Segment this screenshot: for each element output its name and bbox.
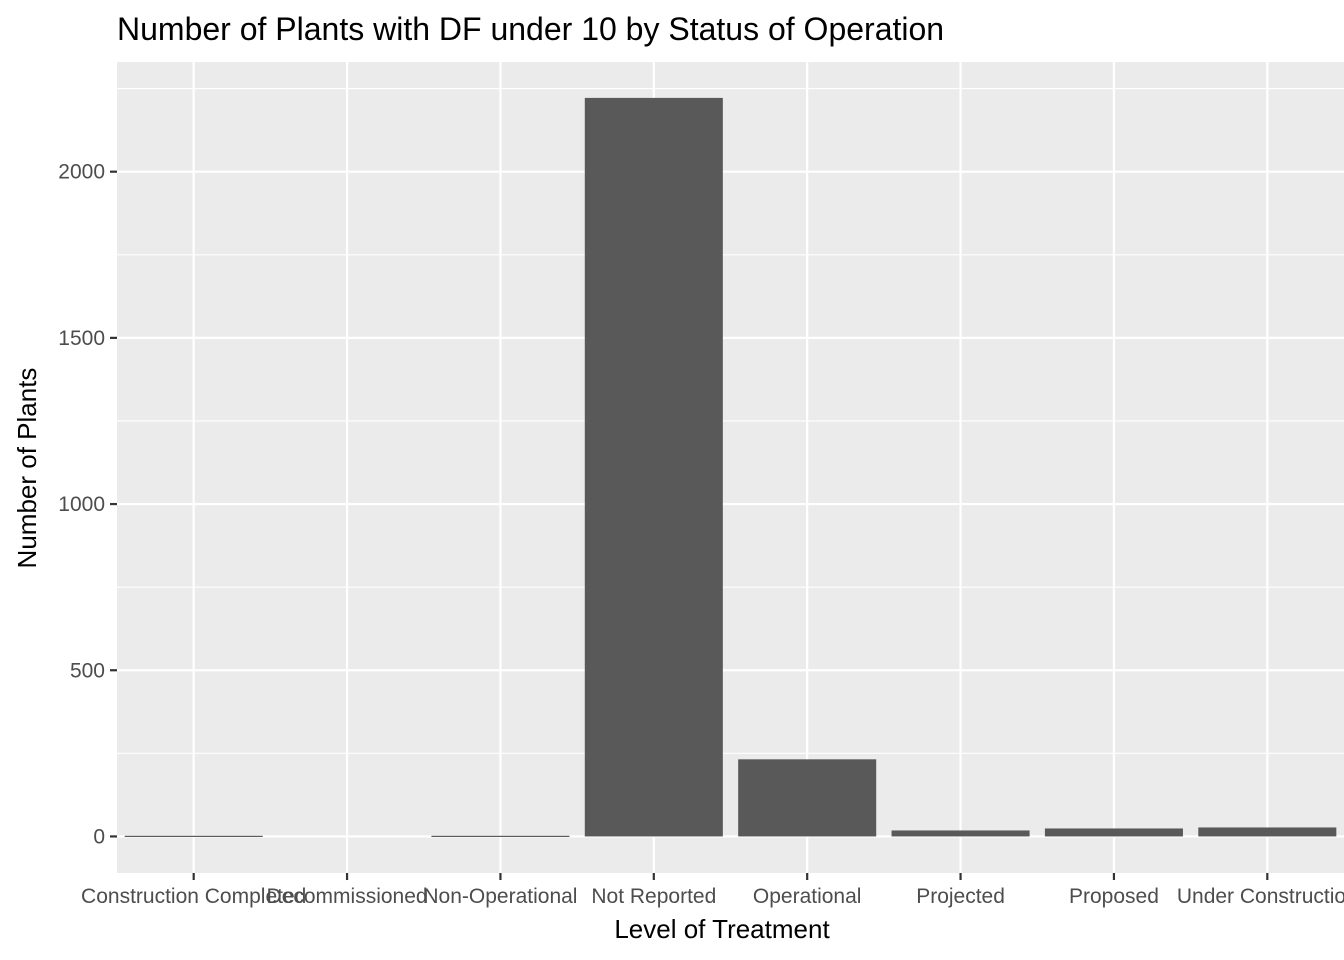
- chart-title: Number of Plants with DF under 10 by Sta…: [117, 11, 944, 47]
- x-tick-label: Construction Completed: [81, 885, 306, 908]
- x-axis: Construction CompletedDecommissionedNon-…: [81, 873, 1344, 908]
- x-tick-label: Non-Operational: [423, 885, 577, 908]
- y-tick-label: 1000: [58, 493, 105, 516]
- y-axis: 0 500 1000 1500 2000: [58, 161, 117, 848]
- x-tick-label: Operational: [753, 885, 862, 908]
- plot-panel: [117, 62, 1344, 873]
- bars: [124, 97, 1337, 837]
- bar: [1044, 828, 1183, 837]
- y-tick-label: 1500: [58, 327, 105, 350]
- bar: [738, 759, 877, 837]
- bar: [1198, 827, 1337, 837]
- bar: [891, 830, 1030, 837]
- bar: [124, 835, 263, 837]
- x-tick-label: Not Reported: [591, 885, 716, 908]
- bar: [431, 835, 570, 837]
- x-tick-label: Projected: [916, 885, 1005, 908]
- x-tick-label: Under Construction: [1177, 885, 1344, 908]
- y-tick-label: 2000: [58, 161, 105, 184]
- y-tick-label: 500: [70, 659, 105, 682]
- x-axis-title: Level of Treatment: [614, 914, 830, 944]
- y-tick-label: 0: [93, 825, 105, 848]
- minor-grid: [117, 88, 1344, 754]
- y-axis-title: Number of Plants: [12, 368, 42, 569]
- x-tick-label: Decommissioned: [267, 885, 428, 908]
- bar: [584, 97, 723, 837]
- x-tick-label: Proposed: [1069, 885, 1159, 908]
